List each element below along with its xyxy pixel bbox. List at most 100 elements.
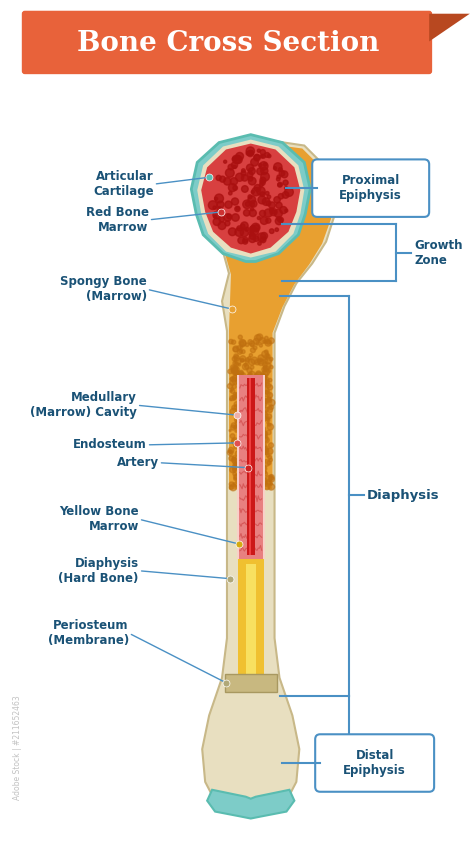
Circle shape [245,227,249,232]
Circle shape [247,419,250,422]
Polygon shape [429,14,470,41]
Circle shape [235,392,240,398]
Circle shape [263,399,267,403]
Circle shape [237,474,239,476]
Circle shape [266,480,271,484]
Circle shape [264,208,273,217]
Circle shape [255,445,259,450]
Circle shape [258,396,264,402]
Circle shape [232,214,239,221]
Circle shape [250,485,254,489]
Circle shape [266,354,269,358]
Circle shape [234,402,239,407]
Circle shape [269,202,275,208]
Circle shape [228,228,236,236]
Circle shape [228,369,232,374]
Circle shape [264,336,268,340]
Circle shape [255,455,260,460]
Circle shape [232,457,236,461]
Circle shape [246,438,247,439]
Circle shape [249,233,255,239]
Circle shape [263,163,266,166]
Circle shape [259,344,263,347]
Circle shape [276,202,282,208]
Circle shape [235,430,237,432]
Text: Distal
Epiphysis: Distal Epiphysis [343,749,406,777]
Circle shape [246,396,252,402]
Circle shape [243,410,246,414]
Circle shape [272,210,276,214]
Circle shape [259,480,261,482]
Circle shape [228,184,237,191]
Circle shape [231,162,237,168]
Circle shape [228,164,234,170]
Circle shape [239,340,246,347]
Circle shape [266,454,270,457]
Circle shape [268,399,275,406]
Circle shape [259,360,262,362]
Circle shape [214,215,217,218]
Circle shape [224,160,227,163]
Bar [237,376,264,559]
Circle shape [258,355,264,361]
Text: Growth
Zone: Growth Zone [414,239,463,267]
Text: Proximal
Epiphysis: Proximal Epiphysis [339,174,402,202]
Circle shape [254,154,260,161]
Circle shape [258,242,261,245]
Circle shape [229,430,231,432]
Circle shape [264,400,267,402]
Circle shape [249,360,255,366]
Circle shape [255,407,261,413]
Circle shape [249,209,256,216]
Circle shape [261,383,266,388]
Circle shape [281,171,288,178]
Circle shape [251,452,256,457]
Circle shape [257,480,260,482]
Circle shape [265,340,272,346]
Circle shape [253,420,259,427]
Circle shape [246,472,252,478]
Circle shape [236,173,244,181]
Circle shape [263,362,267,367]
Circle shape [262,462,264,465]
Circle shape [275,217,283,225]
Circle shape [262,351,268,358]
Circle shape [268,484,274,490]
Circle shape [251,159,258,166]
Circle shape [260,374,266,380]
Circle shape [264,388,269,394]
Circle shape [231,423,237,428]
Circle shape [256,397,262,403]
Circle shape [264,398,267,402]
Circle shape [246,343,249,347]
Circle shape [261,447,268,454]
Circle shape [264,484,270,490]
Circle shape [233,472,237,475]
Circle shape [230,396,235,401]
Circle shape [261,172,269,181]
Circle shape [246,164,254,172]
Circle shape [263,400,267,404]
Circle shape [255,474,261,480]
Circle shape [240,341,244,346]
Circle shape [267,421,269,424]
Circle shape [264,363,271,369]
Circle shape [266,341,270,344]
FancyBboxPatch shape [315,734,434,792]
Circle shape [239,474,242,477]
Circle shape [234,155,242,164]
Bar [246,564,255,683]
Circle shape [265,452,267,455]
Circle shape [259,380,264,385]
Circle shape [264,359,268,362]
Circle shape [215,194,224,202]
Circle shape [241,171,246,176]
Circle shape [284,188,293,196]
Circle shape [232,371,234,372]
Circle shape [278,182,283,187]
Circle shape [267,396,271,401]
Circle shape [238,335,242,339]
Circle shape [255,440,262,447]
Circle shape [257,414,261,419]
Circle shape [237,441,239,444]
